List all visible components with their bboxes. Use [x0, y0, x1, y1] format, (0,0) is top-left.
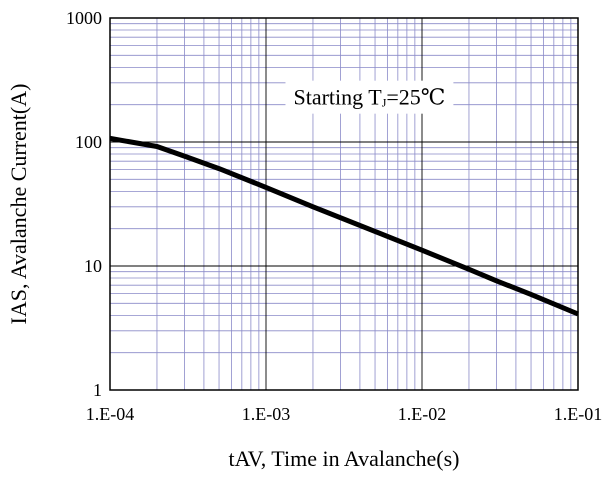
annotation-label: Starting TJ=25℃ — [293, 85, 445, 110]
y-tick-label: 10 — [84, 256, 102, 276]
y-tick-label: 1 — [93, 380, 102, 400]
annotation-prefix: Starting T — [293, 85, 382, 110]
tick-labels: 1.E-04 1.E-03 1.E-02 1.E-01 1 10 100 1000 — [66, 8, 602, 424]
plot-frame — [109, 17, 579, 391]
annotation-subscript: J — [382, 96, 387, 110]
avalanche-current-line — [109, 135, 579, 317]
annotation-box: Starting TJ=25℃ — [285, 80, 454, 114]
x-tick-label: 1.E-02 — [398, 404, 447, 424]
grid — [109, 17, 579, 391]
y-tick-label: 100 — [75, 132, 102, 152]
x-axis-title: tAV, Time in Avalanche(s) — [228, 446, 459, 471]
x-tick-label: 1.E-03 — [242, 404, 291, 424]
y-tick-label: 1000 — [66, 8, 102, 28]
annotation-background — [285, 80, 454, 114]
series-layer — [109, 135, 579, 317]
x-tick-label: 1.E-01 — [554, 404, 603, 424]
x-tick-label: 1.E-04 — [86, 404, 135, 424]
y-axis-title: IAS, Avalanche Current(A) — [6, 84, 31, 325]
annotation-suffix: =25℃ — [386, 85, 445, 110]
